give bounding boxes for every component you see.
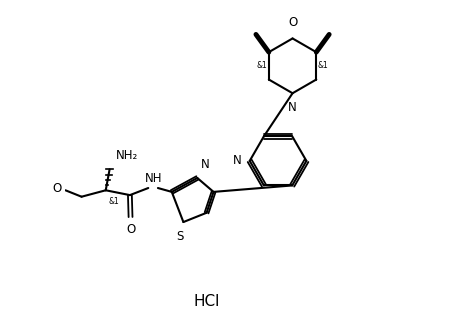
Text: &1: &1	[108, 197, 119, 206]
Text: &1: &1	[256, 61, 267, 70]
Text: N: N	[233, 154, 241, 167]
Text: S: S	[176, 230, 183, 243]
Text: O: O	[126, 224, 135, 237]
Text: &1: &1	[318, 61, 328, 70]
Text: N: N	[201, 158, 209, 171]
Text: O: O	[288, 17, 297, 30]
Text: N: N	[288, 101, 297, 114]
Text: NH₂: NH₂	[116, 149, 138, 162]
Text: NH: NH	[145, 173, 163, 186]
Text: O: O	[52, 182, 61, 195]
Text: HCl: HCl	[194, 293, 220, 308]
